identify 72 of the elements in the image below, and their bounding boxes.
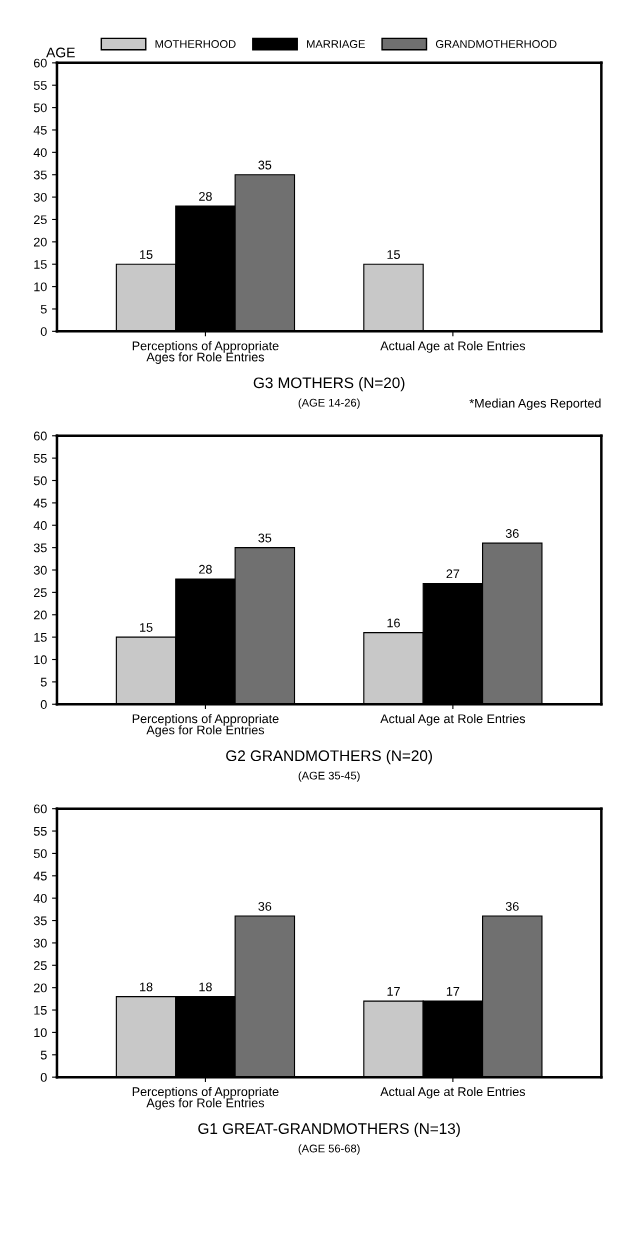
y-tick-label: 0 [40,700,47,709]
x-tick-label: Actual Age at Role Entries [380,1086,526,1099]
y-tick-label: 30 [33,192,47,202]
y-tick-label: 55 [33,454,47,463]
data-label: 28 [199,191,212,201]
text: G2 GRANDMOTHERS (N=20) [226,749,432,765]
y-tick-label: 45 [33,125,47,135]
y-tick-label: 50 [33,476,47,486]
data-label: 15 [140,623,153,632]
x-tick-label: Perceptions of Appropriate Ages for Role Entries [132,341,279,364]
legend-label: MARRIAGE [307,40,365,48]
y-tick-label: 10 [34,282,47,292]
y-axis-title: AGE [46,47,75,58]
data-label: 15 [387,250,400,259]
data-label: 17 [446,987,460,996]
y-tick-label: 10 [34,655,47,665]
y-tick-label: 20 [33,983,47,993]
y-tick-label: 50 [33,103,47,113]
text: G1 GREAT-GRANDMOTHERS (N=13) [198,1122,460,1138]
y-tick-label: 25 [33,215,47,225]
data-label: 36 [505,529,519,538]
y-tick-label: 15 [34,260,47,269]
y-tick-label: 5 [40,304,47,314]
data-label: 27 [446,569,460,579]
y-tick-label: 35 [33,170,47,180]
y-tick-label: 45 [33,871,47,881]
x-tick-label: Actual Age at Role Entries [380,341,526,353]
y-tick-label: 50 [33,849,47,859]
y-tick-label: 25 [33,588,47,598]
y-tick-label: 35 [33,916,47,926]
y-tick-label: 15 [34,1005,47,1015]
data-label: 15 [140,250,153,259]
text: (AGE 35-45) [298,771,360,782]
data-label: 16 [387,618,400,628]
y-tick-label: 25 [33,961,47,970]
data-label: 17 [387,987,400,996]
text: (AGE 14-26) [298,398,360,409]
data-label: 18 [140,982,153,992]
y-tick-label: 30 [33,938,47,948]
data-label: 18 [199,982,212,992]
y-tick-label: 20 [33,237,47,247]
y-tick-label: 30 [33,565,47,575]
y-tick-label: 20 [33,610,47,620]
y-tick-label: 35 [33,543,47,553]
y-tick-label: 10 [34,1028,47,1038]
y-tick-label: 5 [40,1050,47,1060]
y-tick-label: 60 [33,431,47,441]
y-tick-label: 5 [40,677,47,687]
x-tick-label: Perceptions of Appropriate Ages for Role Entries [132,1086,279,1110]
y-tick-label: 55 [33,81,47,90]
y-tick-label: 0 [40,1072,47,1082]
x-tick-label: Perceptions of Appropriate Ages for Role Entries [132,713,279,737]
y-tick-label: 40 [33,521,47,530]
y-tick-label: 60 [33,58,47,68]
y-tick-label: 15 [34,633,47,642]
data-label: 36 [505,901,519,911]
y-tick-label: 55 [33,826,47,836]
y-tick-label: 0 [40,327,47,336]
text: (AGE 56-68) [298,1144,360,1155]
data-label: 36 [258,901,272,911]
text: *Median Ages Reported [469,398,601,411]
data-label: 35 [258,533,272,543]
y-tick-label: 45 [33,498,47,508]
legend-label: GRANDMOTHERHOOD [435,40,557,48]
y-tick-label: 60 [33,804,47,814]
x-tick-label: Actual Age at Role Entries [380,713,526,726]
y-tick-label: 40 [33,893,47,903]
text: G3 MOTHERS (N=20) [253,376,405,392]
legend-label: MOTHERHOOD [155,40,236,48]
y-tick-label: 40 [33,148,47,157]
data-label: 35 [258,160,272,170]
data-label: 28 [199,564,212,574]
